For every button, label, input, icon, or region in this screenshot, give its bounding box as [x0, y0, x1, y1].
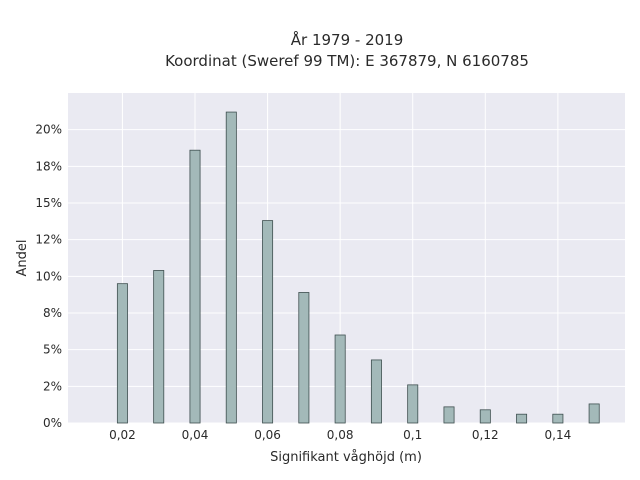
bar — [298, 292, 310, 424]
x-axis-label: Signifikant våghöjd (m) — [270, 450, 422, 465]
y-tick-label: 2% — [43, 379, 62, 393]
bar — [588, 403, 600, 424]
y-tick-label: 20% — [35, 123, 62, 137]
plot-area — [68, 93, 625, 423]
bar — [552, 413, 564, 424]
bar-group — [116, 111, 600, 424]
bar — [407, 384, 419, 424]
y-tick-label: 18% — [35, 159, 62, 173]
y-tick-labels: 0% 2% 5% 8% 10% 12% 15% 18% 20% — [35, 123, 62, 430]
bar — [189, 149, 201, 424]
y-tick-label: 10% — [35, 269, 62, 283]
chart-title: År 1979 - 2019 — [291, 30, 404, 49]
x-tick-label: 0,08 — [327, 428, 354, 442]
y-tick-label: 0% — [43, 416, 62, 430]
bar — [370, 359, 382, 424]
x-tick-label: 0,14 — [545, 428, 572, 442]
bar — [516, 413, 528, 424]
bar — [479, 409, 491, 424]
y-tick-label: 12% — [35, 233, 62, 247]
y-tick-label: 5% — [43, 343, 62, 357]
bar — [262, 220, 274, 424]
x-tick-label: 0,02 — [109, 428, 136, 442]
bar — [334, 334, 346, 424]
y-tick-label: 15% — [35, 196, 62, 210]
y-axis-label: Andel — [15, 240, 30, 277]
x-tick-label: 0,06 — [254, 428, 281, 442]
x-tick-label: 0,04 — [182, 428, 209, 442]
chart-subtitle: Koordinat (Sweref 99 TM): E 367879, N 61… — [165, 52, 529, 70]
bar — [443, 406, 455, 424]
x-tick-label: 0,12 — [472, 428, 499, 442]
y-tick-label: 8% — [43, 306, 62, 320]
x-tick-labels: 0,02 0,04 0,06 0,08 0,1 0,12 0,14 — [109, 428, 571, 442]
bar — [153, 270, 165, 424]
x-tick-label: 0,1 — [403, 428, 422, 442]
bar — [116, 283, 128, 424]
bar — [225, 111, 237, 424]
